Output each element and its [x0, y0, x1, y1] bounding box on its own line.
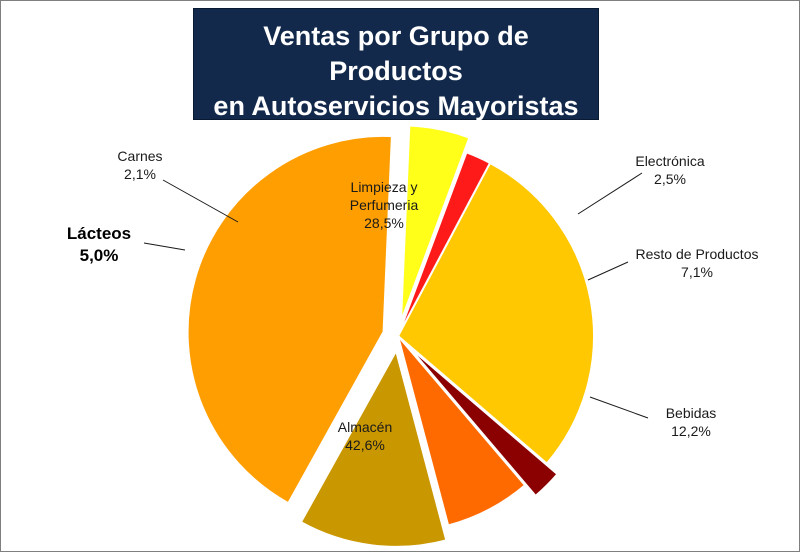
- pie-slice-limpieza: [396, 161, 595, 465]
- chart-title-line-2: en Autoservicios Mayoristas: [213, 91, 579, 121]
- slice-name-almacen: Almacén: [338, 419, 392, 435]
- chart-title-line-1: Ventas por Grupo de Productos: [263, 21, 529, 86]
- leader-line-resto: [587, 261, 629, 281]
- slice-name-limpieza: Perfumeria: [350, 197, 419, 213]
- slice-name-resto: Resto de Productos: [636, 246, 759, 262]
- pie-slice-lacteos: [399, 124, 471, 322]
- slice-name-bebidas: Bebidas: [666, 405, 717, 421]
- chart-title-box: Ventas por Grupo de Productos en Autoser…: [193, 8, 599, 148]
- pie-slice-bebidas: [299, 348, 448, 548]
- slice-name-lacteos: Lácteos: [67, 224, 131, 243]
- slice-value-limpieza: 28,5%: [364, 215, 404, 231]
- pie-slice-electronica: [407, 345, 559, 498]
- slice-label-almacen: Almacén 42,6%: [338, 419, 392, 453]
- slice-label-limpieza: Limpieza y Perfumeria 28,5%: [350, 179, 419, 231]
- slice-name-electronica: Electrónica: [635, 153, 704, 169]
- slice-value-resto: 7,1%: [681, 264, 713, 280]
- slice-label-resto: Resto de Productos 7,1%: [587, 246, 759, 281]
- leader-line-lacteos: [143, 242, 186, 251]
- slice-value-bebidas: 12,2%: [671, 423, 711, 439]
- leader-line-bebidas: [589, 396, 649, 419]
- slice-value-carnes: 2,1%: [124, 166, 156, 182]
- pie-slice-resto: [397, 335, 527, 527]
- slice-value-electronica: 2,5%: [654, 171, 686, 187]
- slice-label-lacteos: Lácteos 5,0%: [67, 224, 186, 265]
- leader-line-carnes: [162, 179, 239, 223]
- slice-value-almacen: 42,6%: [345, 437, 385, 453]
- slice-value-lacteos: 5,0%: [80, 246, 119, 265]
- slice-label-carnes: Carnes 2,1%: [117, 148, 239, 223]
- slice-name-limpieza: Limpieza y: [351, 179, 418, 195]
- pie-slice-almacen: [186, 134, 393, 505]
- leader-line-electronica: [577, 172, 643, 215]
- slice-name-carnes: Carnes: [117, 148, 162, 164]
- pie-slice-carnes: [397, 151, 492, 337]
- slice-label-electronica: Electrónica 2,5%: [577, 153, 705, 215]
- slice-label-bebidas: Bebidas 12,2%: [589, 396, 717, 439]
